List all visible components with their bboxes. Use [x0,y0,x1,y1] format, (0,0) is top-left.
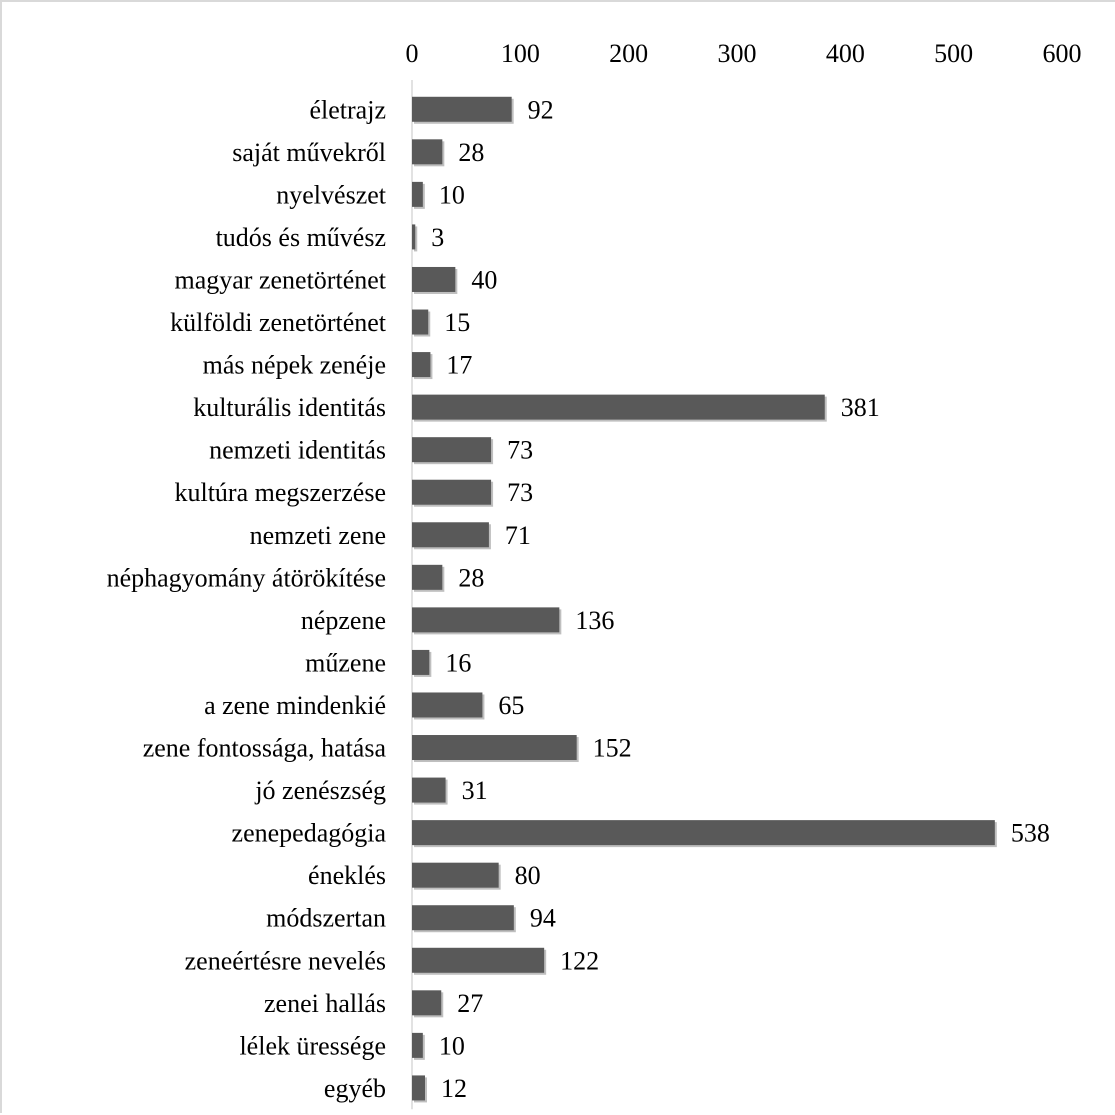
x-axis-ticks: 0 100 200 300 400 500 600 [406,39,1082,68]
data-label: 12 [441,1074,467,1103]
data-label: 17 [446,351,472,380]
bar [412,266,456,292]
category-label: életrajz [310,95,387,124]
category-label: zenei hallás [264,989,386,1018]
bar [412,649,430,675]
data-label: 10 [439,180,465,209]
bar [412,564,443,590]
bar [412,181,423,207]
category-label: zenepedagógia [232,819,387,848]
bar [412,1075,425,1101]
category-label: módszertan [266,904,386,933]
category-label: éneklés [308,861,386,890]
x-tick-label: 200 [609,39,648,68]
category-label: zene fontossága, hatása [143,734,387,763]
data-label: 136 [575,606,614,635]
data-label: 15 [444,308,470,337]
bar [412,990,442,1016]
bar [412,1032,423,1058]
bar-shadow [414,226,418,252]
category-label: jó zenészség [254,776,386,805]
bar [412,692,483,718]
bars [412,96,997,1103]
data-label: 16 [445,648,471,677]
category-label: saját művekről [232,138,386,167]
category-label: lélek üressége [239,1031,386,1060]
category-label: más népek zenéje [203,351,386,380]
category-label: nemzeti zene [250,521,386,550]
category-label: néphagyomány átörökítése [107,563,386,592]
bar [412,947,545,973]
category-label: nemzeti identitás [209,436,386,465]
bar [412,394,825,420]
data-label: 538 [1011,819,1050,848]
bar [412,139,443,165]
data-label: 28 [458,138,484,167]
bar [412,862,499,888]
category-label: népzene [301,606,386,635]
data-label: 381 [841,393,880,422]
data-label: 73 [507,436,533,465]
bar [412,820,995,846]
category-label: zeneértésre nevelés [185,946,386,975]
bar [412,309,429,335]
data-label: 28 [458,563,484,592]
bar [412,607,560,633]
category-labels: életrajz saját művekről nyelvészet tudós és… [107,95,387,1103]
data-label: 73 [507,478,533,507]
data-label: 80 [515,861,541,890]
data-label: 40 [471,265,497,294]
x-tick-label: 0 [406,39,419,68]
data-label: 94 [530,904,556,933]
data-label: 3 [431,223,444,252]
x-tick-label: 100 [501,39,540,68]
x-tick-label: 600 [1043,39,1082,68]
data-label: 27 [457,989,483,1018]
category-label: egyéb [324,1074,386,1103]
bar [412,735,577,761]
data-label: 92 [528,95,554,124]
data-label: 152 [593,734,632,763]
category-label: külföldi zenetörténet [170,308,387,337]
bar [412,522,489,548]
data-label: 10 [439,1031,465,1060]
category-label: műzene [305,648,386,677]
bar [412,224,416,250]
category-label: magyar zenetörténet [175,265,387,294]
category-label: nyelvészet [276,180,387,209]
x-tick-label: 500 [934,39,973,68]
data-label: 65 [498,691,524,720]
category-label: kultúra megszerzése [174,478,386,507]
bar [412,777,446,803]
bar [412,905,514,931]
data-label: 71 [505,521,531,550]
data-label: 31 [462,776,488,805]
category-label: kulturális identitás [193,393,386,422]
category-label: a zene mindenkié [204,691,386,720]
bar [412,352,431,378]
category-label: tudós és művész [216,223,386,252]
bar [412,479,492,505]
data-label: 122 [560,946,599,975]
bar [412,437,492,463]
bar [412,96,512,122]
x-tick-label: 300 [718,39,757,68]
x-tick-label: 400 [826,39,865,68]
